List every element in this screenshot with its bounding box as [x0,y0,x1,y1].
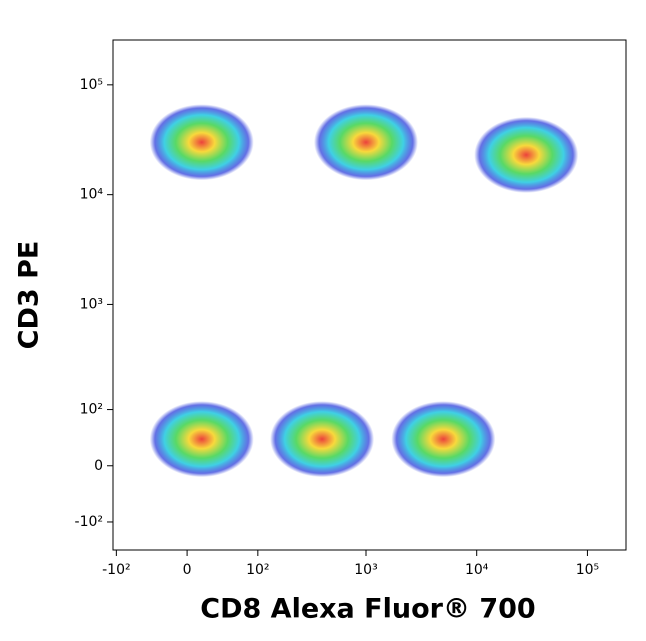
x-tick-label: 10⁵ [576,562,599,578]
population [313,104,418,181]
y-tick-label: 10³ [80,296,103,312]
x-tick-label: 0 [183,562,192,578]
x-tick-label: 10² [246,562,269,578]
population [270,401,375,478]
x-axis-title: CD8 Alexa Fluor® 700 [200,594,535,625]
x-tick-label: -10² [102,562,130,578]
population [474,116,579,193]
population [149,401,254,478]
y-tick-label: 0 [94,458,103,474]
plot-frame [112,39,627,551]
population [149,104,254,181]
population [391,401,496,478]
x-tick-label: 10⁴ [465,562,489,578]
y-tick-label: 10⁵ [80,77,103,93]
y-tick-label: -10² [75,514,103,530]
x-tick-label: 10³ [354,562,377,578]
y-tick-label: 10⁴ [80,187,104,203]
y-tick-label: 10² [80,402,103,418]
y-axis-title: CD3 PE [14,241,45,350]
